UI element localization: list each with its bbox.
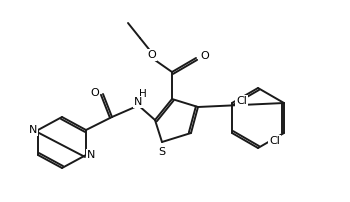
Text: S: S <box>159 147 166 157</box>
Text: Cl: Cl <box>269 136 280 146</box>
Text: N: N <box>29 125 37 135</box>
Text: Cl: Cl <box>236 96 247 106</box>
Text: N: N <box>134 97 142 107</box>
Text: O: O <box>148 50 156 60</box>
Text: N: N <box>87 150 95 160</box>
Text: O: O <box>90 88 99 98</box>
Text: H: H <box>139 89 147 99</box>
Text: O: O <box>200 51 209 61</box>
